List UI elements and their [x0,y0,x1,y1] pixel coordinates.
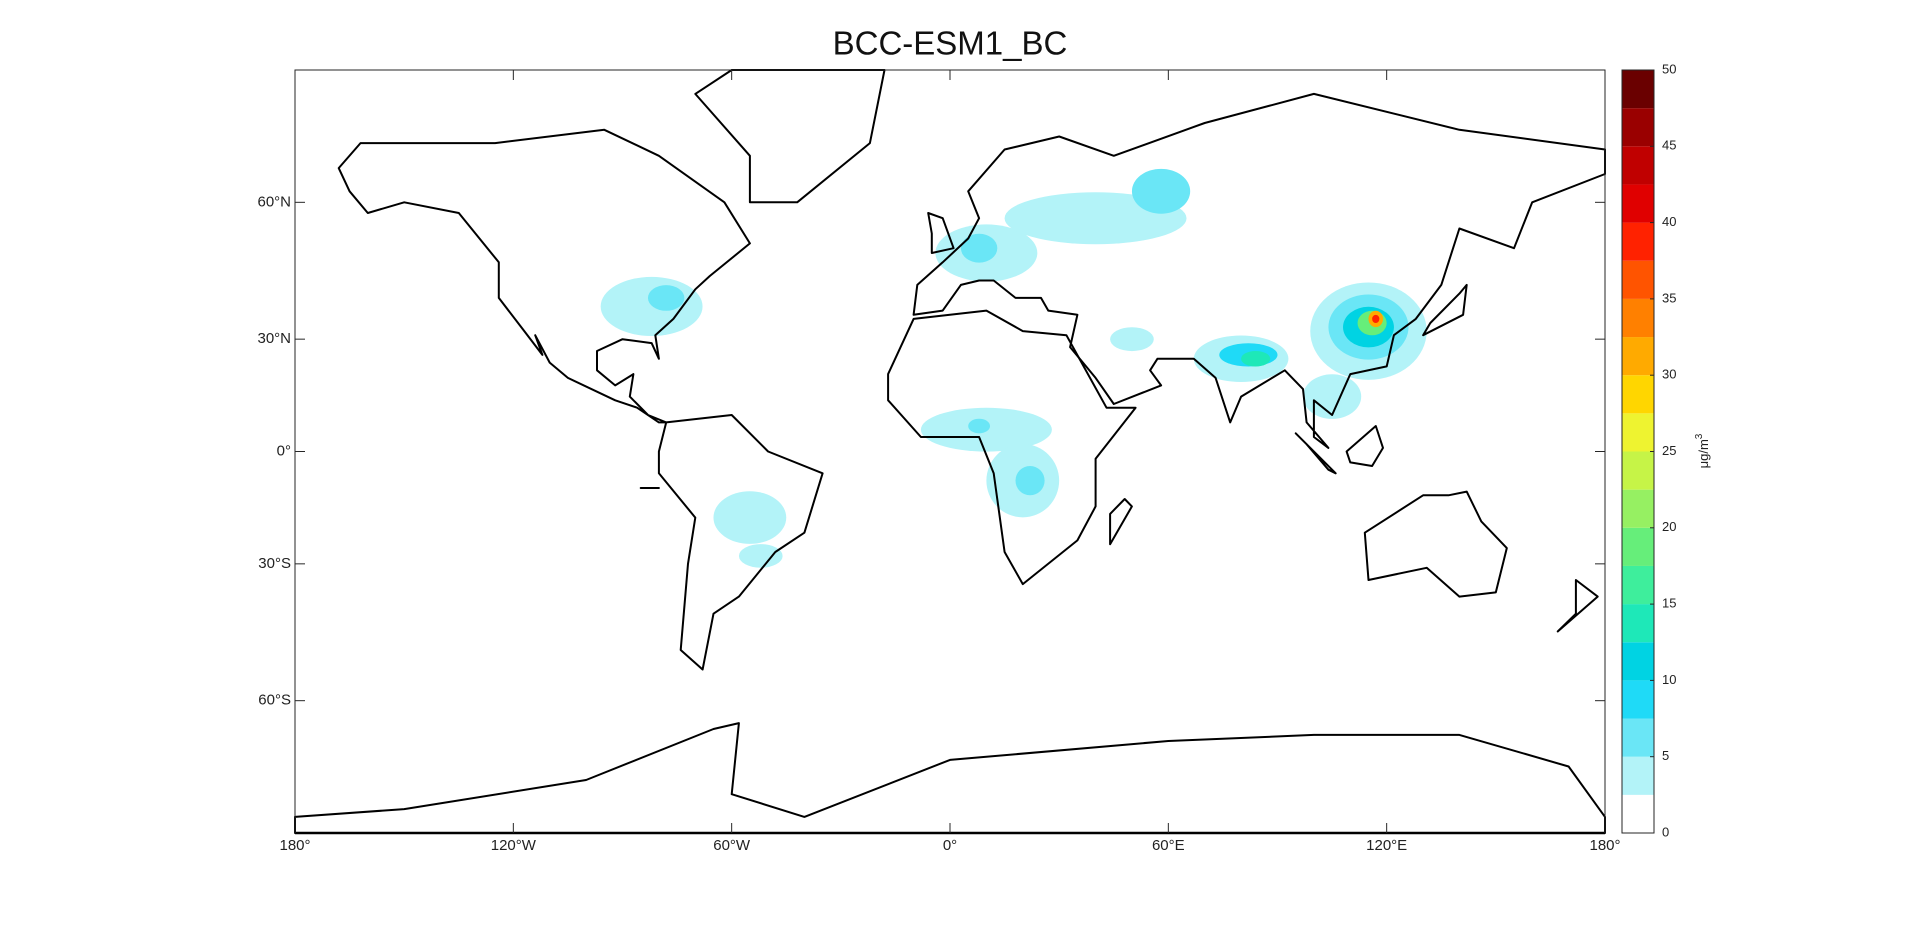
x-tick-label: 180° [1589,837,1620,854]
colorbar-cell [1622,184,1654,223]
colorbar-cell [1622,527,1654,566]
colorbar-cell [1622,222,1654,261]
y-tick-label: 60°N [257,193,291,210]
colorbar-cell [1622,718,1654,757]
colorbar-cell [1622,108,1654,147]
plume [960,233,998,263]
coastline [927,212,955,254]
y-tick-label: 60°S [258,692,291,709]
colorbar-label: μg/m3 [1694,433,1712,468]
colorbar-cell [1622,489,1654,528]
coastline [1363,490,1508,598]
colorbar-tick-label: 35 [1662,290,1676,305]
colorbar-cell [1622,794,1654,833]
colorbar-cell [1622,565,1654,605]
colorbar-tick-label: 15 [1662,596,1676,611]
x-tick-label: 180° [279,837,310,854]
x-tick-label: 120°E [1366,837,1407,854]
colorbar-tick-label: 40 [1662,214,1676,229]
colorbar-tick-label: 30 [1662,367,1676,382]
coastline [1294,432,1337,475]
coastline [657,414,824,671]
colorbar-cell [1622,337,1654,376]
colorbar-cell [1622,642,1654,681]
colorbar-cell [1622,298,1654,338]
x-tick-label: 120°W [491,837,537,854]
y-tick-label: 0° [277,442,291,459]
colorbar-tick-label: 20 [1662,519,1676,534]
colorbar-cell [1622,451,1654,490]
coastline [1109,498,1133,546]
x-tick-label: 60°E [1152,837,1185,854]
colorbar-tick-label: 50 [1662,61,1676,76]
colorbar-cell [1622,260,1654,299]
colorbar-cell [1622,413,1654,452]
plume [1131,168,1191,214]
plume [1372,314,1380,324]
plume [600,276,703,337]
colorbar-cell [1622,680,1654,719]
plume [1015,465,1045,496]
plume [1110,327,1154,352]
colorbar-cell [1622,146,1654,185]
coastline [887,309,1137,586]
y-tick-label: 30°S [258,555,291,572]
colorbar-tick-label: 10 [1662,672,1676,687]
coastline [912,92,1606,449]
coastline [1556,579,1599,633]
coastline [337,128,751,424]
colorbar-tick-label: 45 [1662,138,1676,153]
y-tick-label: 30°N [257,330,291,347]
colorbar-tick-label: 0 [1662,824,1669,839]
colorbar-tick-label: 25 [1662,443,1676,458]
plume [1302,374,1362,419]
colorbar-cell [1622,375,1654,414]
chart-title: BCC-ESM1_BC [833,25,1068,62]
colorbar-cell [1622,756,1654,795]
concentration-field [600,168,1427,568]
colorbar-tick-label: 5 [1662,748,1669,763]
unit-exponent: 3 [1694,433,1705,439]
coastline [1422,283,1468,337]
plume [968,418,991,434]
plume [647,285,685,311]
colorbar-cell [1622,70,1654,109]
colorbar-cell [1622,604,1654,643]
x-tick-label: 0° [943,837,957,854]
plume [713,491,787,544]
plume [738,544,783,568]
plume [1241,351,1271,367]
coastline [1345,425,1384,467]
unit: μg/m [1696,439,1711,468]
x-tick-label: 60°W [713,837,751,854]
